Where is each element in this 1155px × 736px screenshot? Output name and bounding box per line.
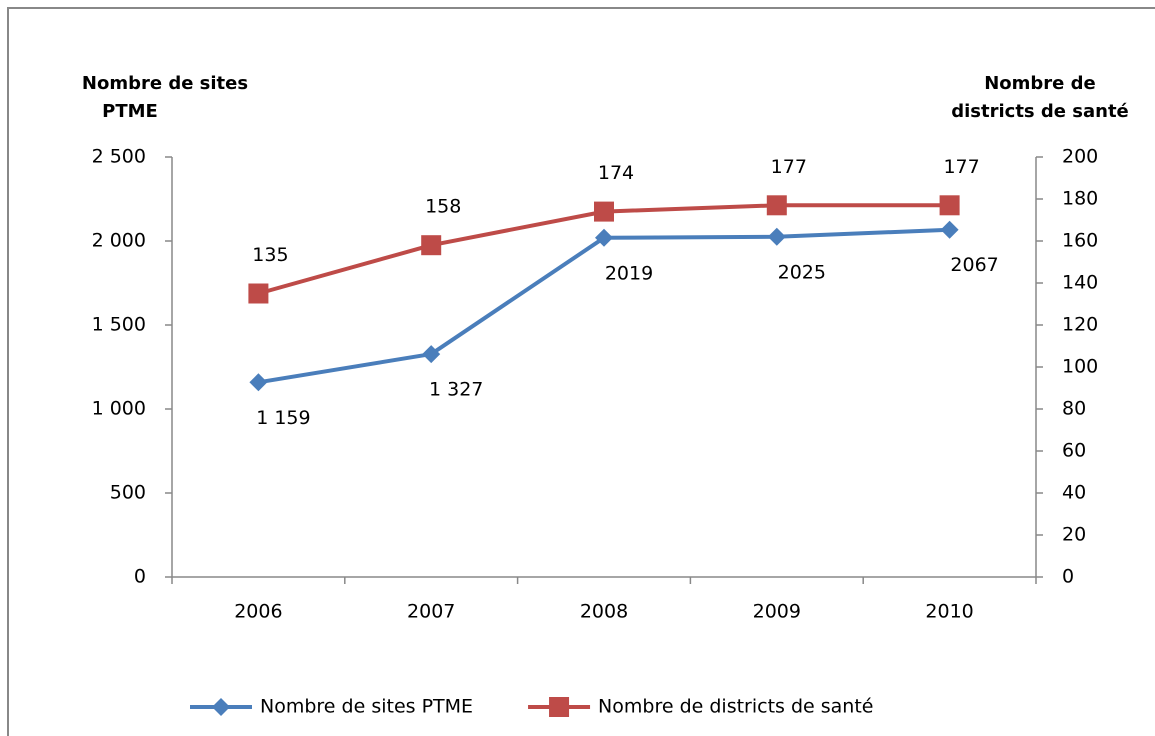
legend-marker bbox=[212, 698, 230, 716]
data-label: 1 327 bbox=[429, 379, 483, 401]
y2-tick-label: 80 bbox=[1062, 398, 1086, 420]
point-marker bbox=[939, 195, 960, 216]
y2-tick-label: 140 bbox=[1062, 272, 1098, 294]
y-tick-label: 2 000 bbox=[92, 230, 146, 252]
y-axis-title: PTME bbox=[102, 101, 158, 122]
point-marker bbox=[422, 345, 441, 364]
y2-tick-label: 120 bbox=[1062, 314, 1098, 336]
y-tick-label: 0 bbox=[134, 566, 146, 588]
legend-label: Nombre de districts de santé bbox=[598, 696, 873, 718]
point-marker bbox=[421, 235, 442, 256]
x-tick-label: 2009 bbox=[753, 601, 801, 623]
y-tick-label: 1 000 bbox=[92, 398, 146, 420]
point-marker bbox=[766, 195, 787, 216]
x-tick-label: 2006 bbox=[234, 601, 282, 623]
y-tick-label: 2 500 bbox=[92, 146, 146, 168]
point-marker bbox=[248, 283, 269, 304]
y-tick-label: 500 bbox=[110, 482, 146, 504]
point-marker bbox=[249, 373, 268, 392]
y2-tick-label: 200 bbox=[1062, 146, 1098, 168]
y2-tick-label: 100 bbox=[1062, 356, 1098, 378]
point-marker bbox=[595, 228, 613, 247]
x-tick-label: 2010 bbox=[925, 601, 973, 623]
x-tick-label: 2007 bbox=[407, 601, 455, 623]
point-marker bbox=[594, 201, 614, 222]
x-tick-label: 2008 bbox=[580, 601, 628, 623]
point-marker bbox=[767, 227, 786, 246]
y2-tick-label: 180 bbox=[1062, 188, 1098, 210]
y-tick-label: 1 500 bbox=[92, 314, 146, 336]
data-label: 158 bbox=[425, 196, 461, 218]
chart-border bbox=[7, 7, 1155, 736]
y2-tick-label: 60 bbox=[1062, 440, 1086, 462]
legend-marker bbox=[549, 697, 570, 717]
y-axis-title: Nombre de sites bbox=[82, 73, 248, 94]
data-label: 177 bbox=[943, 156, 979, 178]
y2-tick-label: 160 bbox=[1062, 230, 1098, 252]
data-label: 174 bbox=[598, 162, 634, 184]
y2-axis-title: Nombre de bbox=[984, 73, 1096, 94]
data-label: 2019 bbox=[605, 262, 653, 284]
legend-label: Nombre de sites PTME bbox=[260, 696, 473, 718]
data-label: 1 159 bbox=[256, 407, 310, 429]
point-marker bbox=[940, 220, 959, 239]
data-label: 135 bbox=[252, 244, 288, 266]
data-label: 177 bbox=[771, 156, 807, 178]
y2-tick-label: 0 bbox=[1062, 566, 1074, 588]
data-label: 2067 bbox=[950, 254, 998, 276]
y2-tick-label: 20 bbox=[1062, 524, 1086, 546]
y2-tick-label: 40 bbox=[1062, 482, 1086, 504]
y2-axis-title: districts de santé bbox=[951, 101, 1129, 122]
data-label: 2025 bbox=[778, 261, 826, 283]
